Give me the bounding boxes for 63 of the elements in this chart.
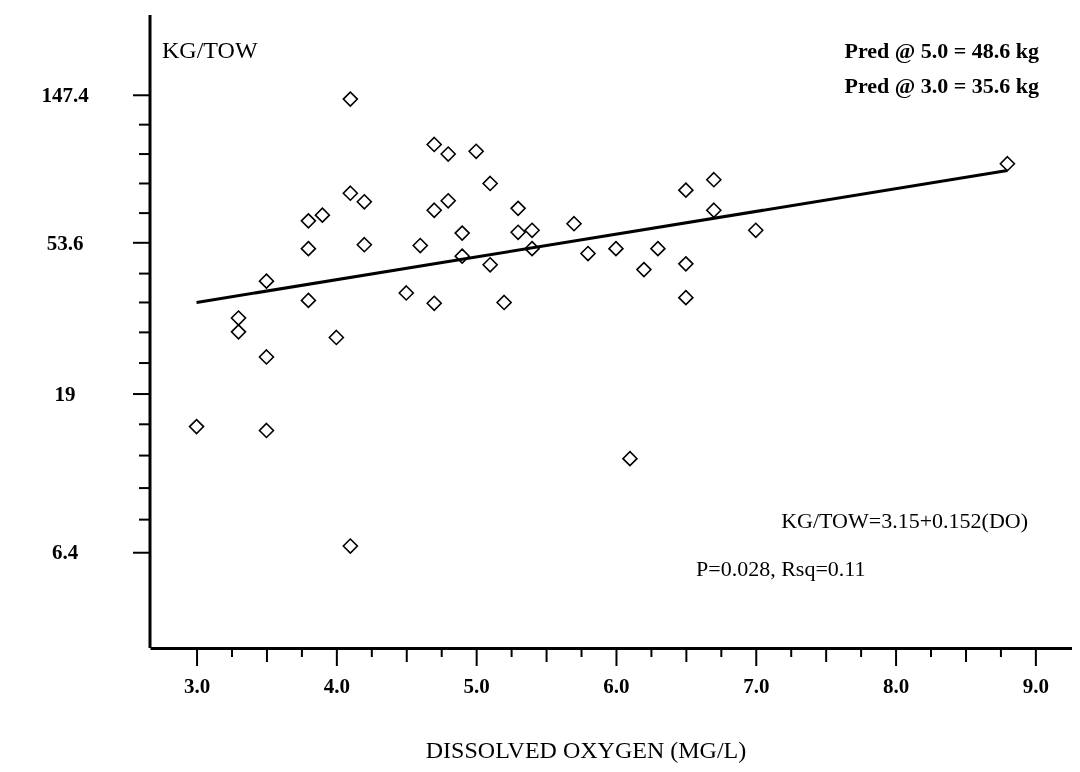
point <box>258 422 275 439</box>
y-axis-title: KG/TOW <box>162 37 258 63</box>
point <box>258 273 275 289</box>
point <box>412 237 429 254</box>
x-tick-label: 8.0 <box>882 673 910 698</box>
point <box>510 200 526 217</box>
point <box>482 175 498 192</box>
point <box>566 215 582 232</box>
point <box>426 202 443 219</box>
x-tick-label: 6.0 <box>603 673 630 698</box>
point <box>678 289 694 306</box>
point <box>510 224 526 241</box>
x-tick-label: 7.0 <box>743 673 770 698</box>
point <box>342 91 359 107</box>
point <box>678 256 694 272</box>
y-tick-label: 19 <box>54 381 76 406</box>
point <box>496 294 512 311</box>
point <box>454 248 470 264</box>
annotation: Pred @ 5.0 = 48.6 kg <box>844 38 1039 63</box>
x-tick-label: 9.0 <box>1022 673 1049 698</box>
point <box>608 240 624 257</box>
point <box>747 222 764 239</box>
point <box>342 185 359 202</box>
point <box>468 143 484 160</box>
point <box>314 207 331 223</box>
point <box>300 292 317 309</box>
point <box>580 245 596 262</box>
point <box>426 136 443 153</box>
point <box>650 240 666 257</box>
point <box>342 538 359 554</box>
point <box>524 222 540 239</box>
point <box>188 418 205 435</box>
x-tick-label: 4.0 <box>323 673 350 698</box>
y-tick-label: 147.4 <box>41 82 90 107</box>
y-tick-label: 53.6 <box>46 230 84 255</box>
point <box>706 202 722 219</box>
annotation: Pred @ 3.0 = 35.6 kg <box>844 73 1039 98</box>
point <box>300 240 317 257</box>
point <box>300 213 317 229</box>
x-axis-title: DISSOLVED OXYGEN (MG/L) <box>425 737 747 763</box>
point <box>398 285 415 301</box>
point <box>482 256 498 273</box>
point <box>440 146 456 162</box>
x-tick-label: 3.0 <box>183 673 211 698</box>
point <box>440 192 456 209</box>
point <box>524 240 540 257</box>
point <box>230 310 247 326</box>
annotation: P=0.028, Rsq=0.11 <box>696 556 866 581</box>
point <box>356 236 373 253</box>
point <box>230 324 247 340</box>
point <box>622 450 638 467</box>
point <box>636 261 652 278</box>
point <box>706 171 722 188</box>
point <box>999 155 1016 172</box>
point <box>258 349 275 365</box>
point <box>426 295 443 312</box>
y-tick-label: 6.4 <box>51 540 79 565</box>
point <box>454 225 470 241</box>
point <box>328 329 345 346</box>
point <box>356 194 373 210</box>
point <box>678 182 694 198</box>
x-tick-label: 5.0 <box>463 673 490 698</box>
annotation: KG/TOW=3.15+0.152(DO) <box>781 508 1028 533</box>
